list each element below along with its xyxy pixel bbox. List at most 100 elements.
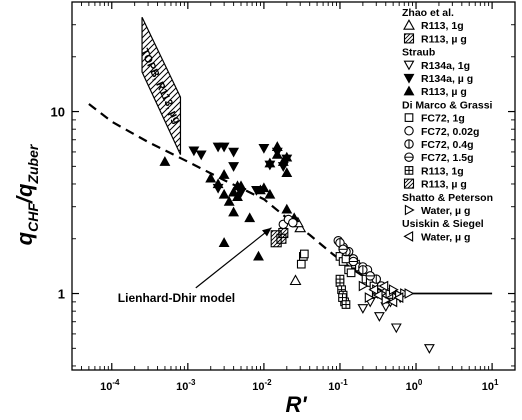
data-point bbox=[341, 300, 351, 309]
data-point bbox=[423, 344, 435, 354]
legend-group-title: Usiskin & Siegel bbox=[402, 218, 484, 230]
y-tick-label: 10 bbox=[51, 105, 65, 120]
x-tick-label: 101 bbox=[482, 378, 499, 393]
legend-item-label: R113, 1g bbox=[421, 20, 464, 32]
legend-item-label: R113, µ g bbox=[421, 86, 467, 98]
data-point bbox=[358, 265, 368, 275]
lienhard-dhir-arrow bbox=[195, 227, 272, 289]
data-point bbox=[223, 195, 235, 206]
legend-marker bbox=[404, 166, 414, 175]
data-point bbox=[346, 268, 356, 278]
series-12 bbox=[368, 280, 404, 308]
y-axis-title-main: q bbox=[12, 231, 37, 245]
data-point bbox=[365, 271, 375, 281]
legend-marker bbox=[403, 60, 415, 71]
legend-item-label: FC72, 0.4g bbox=[421, 139, 474, 151]
x-tick-label: 10-3 bbox=[176, 378, 196, 393]
legend-marker bbox=[404, 139, 414, 149]
axes: 10-4 10-3 10-2 10-1 100 101 1 10 bbox=[51, 1, 516, 393]
lienhard-dhir-arrowhead bbox=[262, 227, 272, 237]
legend-item-label: R113, µ g bbox=[421, 179, 467, 191]
data-point bbox=[253, 250, 264, 261]
data-point bbox=[218, 188, 230, 199]
x-tick-label: 10-1 bbox=[328, 378, 348, 393]
data-point bbox=[244, 212, 256, 223]
x-tick-label: 10-2 bbox=[252, 378, 272, 393]
data-point bbox=[288, 217, 298, 228]
data-point bbox=[218, 237, 230, 247]
data-point bbox=[218, 169, 230, 179]
data-point bbox=[387, 296, 398, 308]
legend-marker bbox=[404, 126, 414, 136]
legend-marker bbox=[404, 204, 415, 216]
legend-item-label: FC72, 0.02g bbox=[421, 126, 479, 138]
plot-frame bbox=[71, 1, 516, 371]
data-point bbox=[264, 188, 276, 199]
legend-group-title: Di Marco & Grassi bbox=[402, 99, 493, 111]
data-point bbox=[364, 292, 375, 304]
legend-marker bbox=[403, 73, 415, 84]
legend-marker bbox=[403, 33, 415, 44]
data-point bbox=[218, 142, 230, 153]
legend-item-label: FC72, 1g bbox=[421, 113, 465, 125]
data-point bbox=[281, 167, 293, 178]
x-tick-label: 10-4 bbox=[100, 378, 120, 393]
data-point bbox=[296, 259, 306, 269]
lienhard-dhir-label: Lienhard-Dhir model bbox=[118, 291, 235, 305]
legend-group-title: Straub bbox=[402, 47, 435, 59]
y-axis-title: qCHF/qZuber bbox=[12, 143, 41, 245]
data-point bbox=[289, 274, 302, 286]
legend-item-label: FC72, 1.5g bbox=[421, 152, 474, 164]
x-axis-title: R' bbox=[285, 392, 307, 417]
legend-group-title: Zhao et al. bbox=[402, 7, 454, 19]
data-point bbox=[372, 289, 383, 301]
series-4 bbox=[159, 141, 300, 261]
data-point bbox=[335, 274, 345, 284]
series-10 bbox=[270, 230, 282, 248]
data-point bbox=[270, 230, 282, 248]
legend-group-title: Shatto & Peterson bbox=[402, 192, 493, 204]
data-point bbox=[232, 180, 243, 191]
data-point bbox=[264, 157, 276, 168]
legend-marker bbox=[403, 230, 414, 242]
legend-item-label: Water, µ g bbox=[421, 205, 470, 217]
legend-marker bbox=[404, 152, 414, 162]
data-point bbox=[393, 292, 404, 304]
data-point bbox=[281, 203, 293, 214]
data-point bbox=[205, 172, 217, 183]
data-point bbox=[348, 256, 359, 267]
legend-marker bbox=[404, 113, 414, 122]
y-axis-title-sub2: Zuber bbox=[25, 143, 41, 184]
legend-item-label: R113, 1g bbox=[421, 165, 464, 177]
data-point bbox=[368, 284, 379, 296]
data-point bbox=[338, 244, 348, 255]
legend-marker bbox=[403, 85, 415, 96]
data-point bbox=[258, 143, 270, 154]
data-point bbox=[299, 249, 309, 259]
data-point bbox=[159, 156, 171, 166]
y-tick-label: 1 bbox=[58, 287, 65, 302]
y-axis-title-sub1: CHF bbox=[25, 203, 41, 232]
data-point bbox=[228, 162, 240, 172]
data-point bbox=[358, 280, 369, 292]
topb-band bbox=[141, 16, 182, 155]
data-point bbox=[212, 178, 224, 189]
data-point bbox=[228, 147, 240, 158]
data-point bbox=[232, 191, 243, 201]
legend-item-label: R113, µ g bbox=[421, 33, 467, 45]
data-point bbox=[390, 323, 402, 334]
data-point bbox=[388, 284, 399, 296]
legend-marker bbox=[403, 178, 415, 189]
legend-item-label: R134a, 1g bbox=[421, 60, 470, 72]
data-point bbox=[404, 288, 415, 299]
data-point bbox=[357, 304, 369, 314]
data-point bbox=[228, 186, 240, 197]
data-point bbox=[373, 312, 385, 322]
data-point bbox=[228, 206, 240, 217]
legend-marker bbox=[403, 19, 415, 30]
data-point bbox=[254, 184, 266, 195]
legend-item-label: R134a, µ g bbox=[421, 73, 473, 85]
